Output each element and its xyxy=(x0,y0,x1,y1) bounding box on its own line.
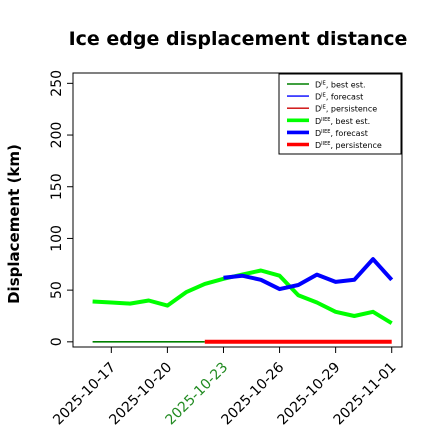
legend: DIE, best est. DIE, forecast DIE, persiste… xyxy=(278,73,402,155)
series-line-3 xyxy=(92,268,393,325)
legend-box xyxy=(278,73,402,155)
series-line-4 xyxy=(223,257,394,292)
y-tick-label: 250 xyxy=(49,70,65,97)
legend-entry: DIIEE, persistence xyxy=(315,141,382,150)
legend-entry: DIIEE, forecast xyxy=(315,129,368,138)
legend-entry: DIIEE, best est. xyxy=(315,117,370,126)
y-tick-label: 150 xyxy=(49,173,65,200)
y-axis-label: Displacement (km) xyxy=(5,144,23,304)
legend-entry: DIE, best est. xyxy=(315,81,366,90)
y-tick-label: 0 xyxy=(49,337,65,346)
plot-frame xyxy=(72,72,403,348)
legend-entry: DIE, persistence xyxy=(315,105,377,114)
y-tick-label: 50 xyxy=(49,281,65,299)
chart-title: Ice edge displacement distance xyxy=(69,28,408,50)
y-tick-label: 100 xyxy=(49,225,65,252)
legend-entry: DIE, forecast xyxy=(315,93,363,102)
series-layer xyxy=(92,257,394,344)
y-tick-label: 200 xyxy=(49,122,65,149)
